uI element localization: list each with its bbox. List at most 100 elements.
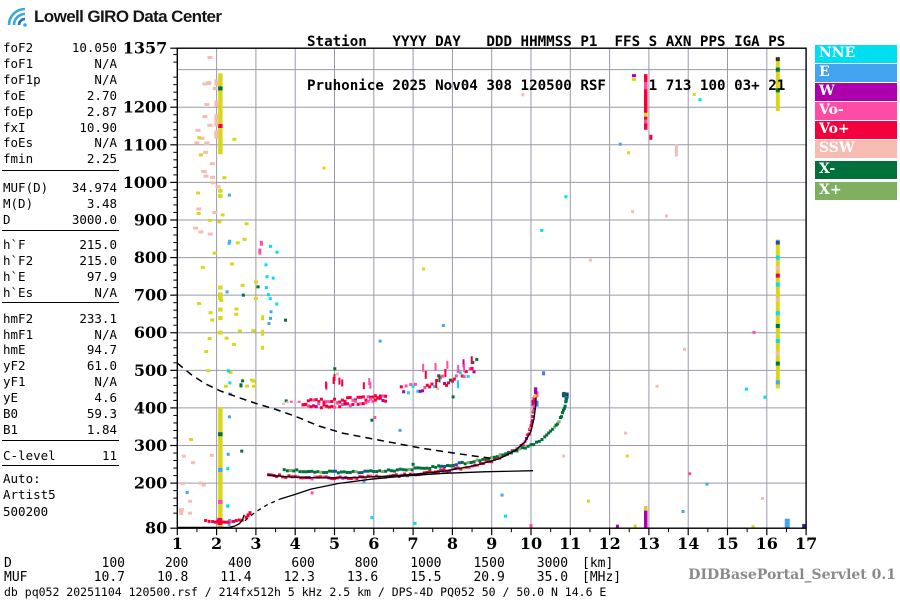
parameter-value: 34.974 xyxy=(71,180,117,196)
transmission-curve xyxy=(177,362,492,460)
parameter-row: h`F 215.0 xyxy=(3,237,117,253)
muf-cell: 15.5 xyxy=(410,569,442,585)
parameter-row: hmE 94.7 xyxy=(3,342,117,358)
parameter-row: h`F2 215.0 xyxy=(3,253,117,269)
parameter-value: N/A xyxy=(94,284,117,300)
muf-cell: 200 xyxy=(164,556,189,571)
x-tick-label: 3 xyxy=(250,534,261,553)
y-tick-label: 1200 xyxy=(123,98,168,117)
y-tick-label: 600 xyxy=(134,323,167,342)
parameter-value: N/A xyxy=(94,55,117,71)
parameter-label: B1 xyxy=(3,421,19,437)
muf-table-row-d: D 100 200 400 600 800 1000 1500 3000 [km] xyxy=(0,556,900,571)
parameter-value: N/A xyxy=(94,135,117,151)
muf-unit: [km] xyxy=(582,556,614,571)
autoscaling-line: 500200 xyxy=(3,503,49,519)
y-tick-label: 1000 xyxy=(123,173,168,192)
plot-content xyxy=(177,56,807,529)
parameter-row: M(D) 3.48 xyxy=(3,196,117,212)
muf-row-label: D xyxy=(4,556,12,571)
x-tick-label: 8 xyxy=(447,534,458,553)
parameter-label: yF2 xyxy=(3,358,26,374)
panel-divider xyxy=(2,301,119,303)
legend-item-ssw: SSW xyxy=(815,140,897,158)
x-tick-label: 12 xyxy=(598,534,620,553)
parameter-panel: foF2 10.050 foF1 N/A foF1p N/A foE 2.70 foEp 2.87… xyxy=(2,40,119,521)
parameter-label: foF1 xyxy=(3,55,34,71)
muf-cell: 10.8 xyxy=(156,569,189,585)
parameter-label: M(D) xyxy=(3,196,34,212)
x-tick-label: 2 xyxy=(211,534,222,553)
muf-cell: 800 xyxy=(354,556,379,571)
parameter-label: foEs xyxy=(3,135,34,151)
servlet-version-label: DIDBasePortal_Servlet 0.1 xyxy=(688,567,896,583)
parameter-group: C-level 11 xyxy=(3,448,117,464)
parameter-label: h`F xyxy=(3,236,26,252)
logo-text: Lowell GIRO Data Center xyxy=(34,6,222,26)
y-tick-label: 400 xyxy=(134,398,167,417)
muf-cell: 400 xyxy=(228,556,252,571)
panel-divider xyxy=(2,464,119,466)
x-tick-label: 17 xyxy=(795,534,817,553)
x-tick-label: 10 xyxy=(520,534,542,553)
legend-item-nne: NNE xyxy=(815,45,897,63)
parameter-group: h`F 215.0 h`F2 215.0 h`E 97.9 h`Es N/A xyxy=(3,237,117,301)
parameter-value: 97.9 xyxy=(86,268,117,284)
parameter-label: foF2 xyxy=(3,40,34,55)
parameter-label: hmE xyxy=(3,342,26,358)
y-tick-label: 1100 xyxy=(123,135,168,154)
muf-unit: [MHz] xyxy=(582,569,622,585)
muf-row-label: MUF xyxy=(4,569,28,585)
axes: 1 2 3 4 5 6 7 8 9 10 11 12 13 14 15 16 17135712001100100… xyxy=(123,39,817,553)
parameter-value: 215.0 xyxy=(79,252,117,268)
x-tick-label: 1 xyxy=(172,534,183,553)
doppler-legend: NNE E W Vo- Vo+ SSW X- X+ xyxy=(815,45,897,201)
header-columns-line: Station YYYY DAY DDD HHMMSS P1 FFS S AXN… xyxy=(307,34,786,50)
parameter-group: foF2 10.050 foF1 N/A foF1p N/A foE 2.70 foEp 2.87… xyxy=(3,40,117,167)
giro-wave-icon xyxy=(7,7,27,27)
parameter-row: yF2 61.0 xyxy=(3,358,117,374)
autoscaling-info: Auto: Artist5 500200 xyxy=(3,471,117,521)
y-tick-label: 300 xyxy=(134,436,167,455)
muf-cell: 100 xyxy=(101,556,125,571)
parameter-value: 3000.0 xyxy=(71,212,117,228)
y-tick-label: 800 xyxy=(134,248,167,267)
parameter-row: yF1 N/A xyxy=(3,374,117,390)
parameter-label: h`E xyxy=(3,268,26,284)
x-tick-label: 9 xyxy=(486,534,497,553)
synthesized-o-trace xyxy=(267,397,537,479)
parameter-label: h`Es xyxy=(3,284,34,300)
panel-divider xyxy=(2,229,119,231)
x-tick-label: 5 xyxy=(329,534,340,553)
x-tick-label: 7 xyxy=(408,534,419,553)
parameter-row: foEs N/A xyxy=(3,135,117,151)
y-tick-label: 900 xyxy=(134,210,167,229)
parameter-label: foEp xyxy=(3,103,34,119)
parameter-label: yE xyxy=(3,390,19,406)
legend-item-w: W xyxy=(815,83,897,101)
legend-item-vo: Vo+ xyxy=(815,121,897,139)
muf-cell: 12.3 xyxy=(283,569,315,585)
panel-divider xyxy=(2,170,119,172)
parameter-value: 2.25 xyxy=(86,151,117,167)
parameter-row: B1 1.84 xyxy=(3,422,117,438)
profile xyxy=(279,470,534,500)
muf-table-row-muf: MUF 10.7 10.8 11.4 12.3 13.6 15.5 20.9 35.0 [MHz] xyxy=(0,569,900,585)
header-values-line: Pruhonice 2025 Nov04 308 120500 RSF 1 71… xyxy=(307,77,786,94)
parameter-row: foF1p N/A xyxy=(3,72,117,88)
x-tick-label: 13 xyxy=(638,534,660,553)
panel-divider xyxy=(2,439,119,441)
parameter-label: hmF1 xyxy=(3,326,34,342)
x-tick-label: 11 xyxy=(559,534,581,553)
parameter-row: hmF2 233.1 xyxy=(3,311,117,327)
parameter-value: 59.3 xyxy=(86,406,117,422)
lowell-giro-logo: Lowell GIRO Data Center xyxy=(5,4,222,29)
parameter-row: B0 59.3 xyxy=(3,406,117,422)
parameter-value: 11 xyxy=(101,447,117,463)
parameter-label: fxI xyxy=(3,119,26,135)
y-tick-label: 200 xyxy=(134,474,167,493)
parameter-value: 1.84 xyxy=(86,421,117,437)
muf-cell: 13.6 xyxy=(346,569,379,585)
parameter-row: foF2 10.050 xyxy=(3,40,117,56)
y-tick-label: 80 xyxy=(145,519,167,538)
